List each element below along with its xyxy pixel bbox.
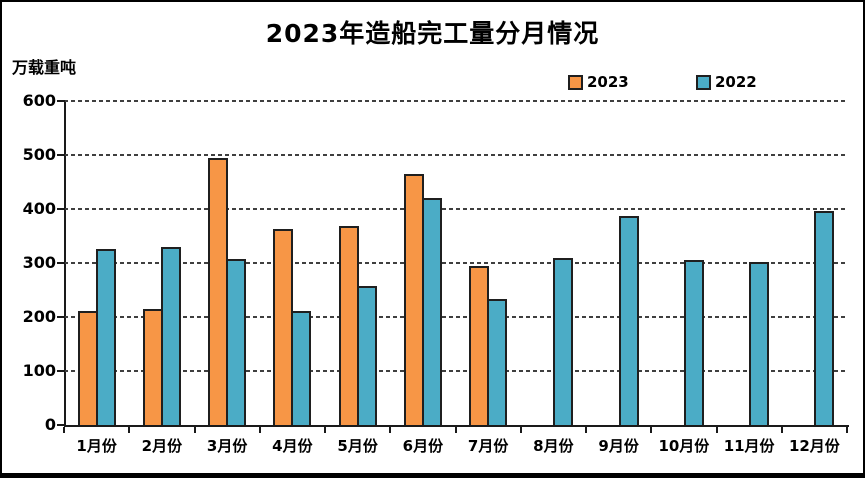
x-axis-tick-2 bbox=[193, 427, 196, 433]
x-axis-tick-7 bbox=[519, 427, 522, 433]
bar-2023-3月份 bbox=[208, 158, 229, 425]
x-axis-tick-1 bbox=[128, 427, 131, 433]
legend-label-2023: 2023 bbox=[587, 73, 629, 91]
x-axis-label-11月份: 11月份 bbox=[723, 437, 775, 455]
chart-title: 2023年造船完工量分月情况 bbox=[265, 19, 600, 48]
bar-2023-1月份 bbox=[77, 311, 98, 425]
y-axis-tick-label-400: 400 bbox=[22, 199, 56, 218]
x-axis-label-9月份: 9月份 bbox=[598, 437, 639, 455]
bar-2022-6月份 bbox=[421, 198, 442, 425]
x-axis-label-2月份: 2月份 bbox=[141, 437, 183, 455]
x-axis-tick-10 bbox=[715, 427, 718, 433]
bar-2022-12月份 bbox=[814, 211, 835, 425]
gridline-400 bbox=[64, 208, 847, 210]
y-axis-tick-600 bbox=[57, 100, 65, 102]
bar-2023-2月份 bbox=[142, 309, 163, 425]
y-axis-tick-100 bbox=[57, 370, 65, 372]
category-slot-6月份 bbox=[390, 101, 455, 425]
category-slot-12月份 bbox=[782, 101, 847, 425]
bar-2022-5月份 bbox=[356, 285, 377, 425]
bar-2022-9月份 bbox=[618, 216, 639, 425]
plot-area bbox=[64, 100, 847, 425]
y-axis-line bbox=[64, 101, 66, 427]
legend-item-2022: 2022 bbox=[696, 73, 757, 91]
category-slot-2月份 bbox=[129, 101, 194, 425]
x-axis-label-5月份: 5月份 bbox=[337, 437, 378, 455]
legend-item-2023: 2023 bbox=[568, 73, 629, 91]
y-axis-tick-label-300: 300 bbox=[22, 253, 56, 272]
x-axis-label-3月份: 3月份 bbox=[206, 437, 248, 455]
x-axis-tick-5 bbox=[389, 427, 392, 433]
x-axis-tick-9 bbox=[650, 427, 653, 433]
x-axis-tick-6 bbox=[454, 427, 457, 433]
x-axis-label-1月份: 1月份 bbox=[76, 437, 117, 455]
x-axis-label-10月份: 10月份 bbox=[658, 437, 710, 455]
gridline-100 bbox=[64, 370, 847, 372]
legend-swatch-2023 bbox=[568, 74, 583, 90]
category-slot-10月份 bbox=[651, 101, 716, 425]
y-axis-tick-label-0: 0 bbox=[44, 415, 56, 434]
bar-2022-4月份 bbox=[291, 310, 312, 425]
category-slot-11月份 bbox=[717, 101, 782, 425]
bar-2022-2月份 bbox=[160, 247, 181, 425]
x-axis-tick-11 bbox=[780, 427, 783, 433]
bar-2022-10月份 bbox=[683, 259, 704, 425]
y-axis-tick-label-200: 200 bbox=[22, 307, 56, 326]
category-slot-4月份 bbox=[260, 101, 325, 425]
bar-2023-7月份 bbox=[469, 266, 490, 425]
bar-2023-6月份 bbox=[403, 173, 424, 425]
category-slot-1月份 bbox=[64, 101, 129, 425]
category-slot-8月份 bbox=[521, 101, 586, 425]
gridline-600 bbox=[64, 100, 847, 102]
gridline-200 bbox=[64, 316, 847, 318]
x-axis-label-12月份: 12月份 bbox=[788, 437, 840, 455]
bar-2023-4月份 bbox=[273, 228, 294, 425]
legend-swatch-2022 bbox=[696, 74, 711, 90]
x-axis-tick-12 bbox=[846, 427, 848, 433]
x-axis-tick-3 bbox=[258, 427, 261, 433]
gridline-500 bbox=[64, 154, 847, 156]
x-axis-tick-0 bbox=[63, 427, 65, 433]
x-axis-tick-4 bbox=[324, 427, 326, 433]
bar-2022-1月份 bbox=[95, 248, 116, 425]
legend-label-2022: 2022 bbox=[715, 73, 757, 91]
y-axis-tick-400 bbox=[57, 208, 65, 210]
y-axis-unit-label: 万载重吨 bbox=[12, 58, 77, 77]
y-axis-tick-300 bbox=[57, 262, 65, 264]
y-axis-tick-label-100: 100 bbox=[22, 361, 56, 380]
category-slot-5月份 bbox=[325, 101, 390, 425]
category-slot-7月份 bbox=[456, 101, 521, 425]
bar-2022-7月份 bbox=[487, 299, 508, 425]
y-axis-tick-label-600: 600 bbox=[22, 91, 56, 110]
x-axis-tick-8 bbox=[585, 427, 587, 433]
x-axis-label-7月份: 7月份 bbox=[467, 437, 509, 455]
y-axis-tick-500 bbox=[57, 154, 65, 156]
x-axis-line bbox=[64, 425, 849, 427]
x-axis-label-6月份: 6月份 bbox=[402, 437, 444, 455]
x-axis-label-4月份: 4月份 bbox=[272, 437, 313, 455]
gridline-300 bbox=[64, 262, 847, 264]
category-slot-3月份 bbox=[195, 101, 260, 425]
x-axis-label-8月份: 8月份 bbox=[533, 437, 574, 455]
y-axis-tick-label-500: 500 bbox=[22, 145, 56, 164]
bar-2022-11月份 bbox=[749, 261, 770, 425]
y-axis-tick-0 bbox=[57, 424, 65, 426]
bar-2023-5月份 bbox=[338, 226, 359, 425]
category-slot-9月份 bbox=[586, 101, 651, 425]
bar-2022-3月份 bbox=[226, 259, 247, 425]
y-axis-tick-200 bbox=[57, 316, 65, 318]
bar-2022-8月份 bbox=[553, 258, 574, 425]
